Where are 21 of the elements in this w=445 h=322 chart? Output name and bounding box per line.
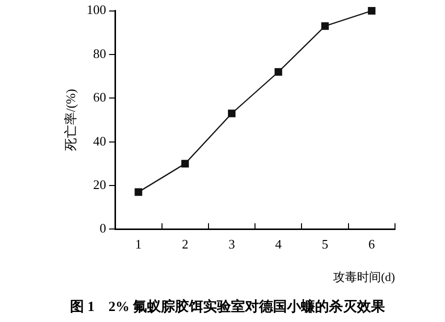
x-axis-title: 攻毒时间(d) xyxy=(333,270,395,284)
y-tick-label: 0 xyxy=(100,220,106,236)
x-tick-label: 2 xyxy=(182,236,188,252)
point xyxy=(228,110,236,118)
x-tick-label: 5 xyxy=(322,236,328,252)
y-tick-label: 40 xyxy=(93,133,106,148)
x-tick-label: 4 xyxy=(275,236,282,252)
x-tick-label: 6 xyxy=(368,236,376,252)
x-tick-label: 3 xyxy=(228,236,235,252)
x-tick-label: 1 xyxy=(135,236,142,252)
point xyxy=(368,7,376,15)
y-tick-label: 60 xyxy=(93,90,106,105)
y-tick-label: 100 xyxy=(86,2,106,18)
point xyxy=(321,22,329,30)
text: 图 1 2% 氟蚁腙胶饵实验室对德国小蠊的杀灭效果 xyxy=(70,298,386,316)
y-tick-label: 20 xyxy=(93,176,106,192)
y-axis-title: 死亡率/(%) xyxy=(63,88,78,152)
y-tick-label: 80 xyxy=(93,46,106,61)
point xyxy=(181,160,189,168)
point xyxy=(274,68,282,76)
point xyxy=(134,188,142,196)
